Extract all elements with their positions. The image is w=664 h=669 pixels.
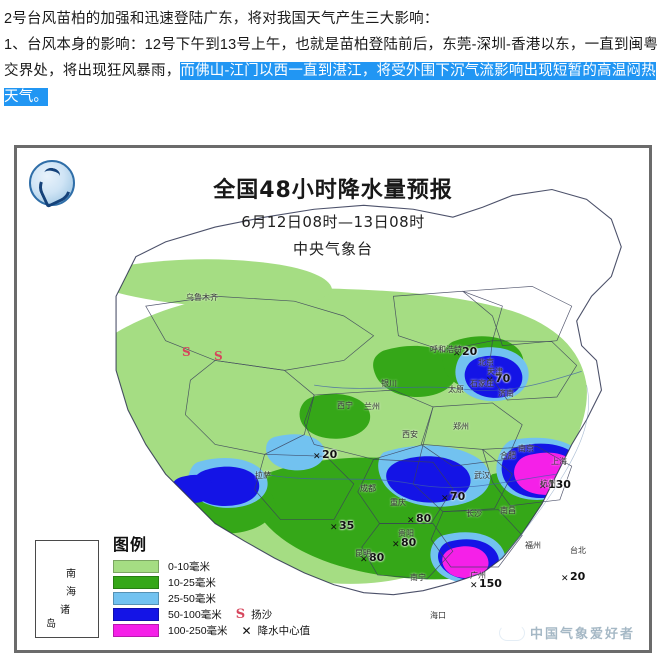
- article-line-2: 1、台风本身的影响：12号下午到13号上午，也就是苗柏登陆前后，东莞-深圳-香港…: [4, 32, 660, 110]
- city-label: 拉萨: [255, 471, 271, 480]
- precip-center-symbol: ✕: [486, 375, 494, 385]
- city-label: 长沙: [466, 509, 482, 518]
- cma-logo: [29, 160, 77, 209]
- city-label: 武汉: [474, 471, 490, 480]
- legend-row: 25-50毫米: [113, 591, 310, 606]
- precip-center-value: 130: [548, 478, 571, 491]
- city-label: 南昌: [500, 506, 516, 515]
- precip-center-value: 80: [369, 551, 385, 564]
- legend-label: 10-25毫米: [168, 577, 216, 589]
- precip-center-symbol: ✕: [470, 580, 478, 590]
- precip-center-value: 150: [479, 577, 502, 590]
- precip-center-symbol: ✕: [561, 573, 569, 583]
- legend-row: 10-25毫米: [113, 575, 310, 590]
- legend-row: 0-10毫米: [113, 559, 310, 574]
- precip-center-value: 20: [322, 448, 338, 461]
- city-label: 呼和浩特: [430, 345, 462, 354]
- precip-center-symbol: ✕: [360, 554, 368, 564]
- city-label: 南京: [518, 444, 534, 453]
- city-label: 郑州: [453, 422, 469, 431]
- cloud-icon: [498, 618, 525, 641]
- precip-center-value: 70: [450, 490, 466, 503]
- watermark: 中国气象爱好者: [498, 618, 635, 642]
- map-title-block: 全国48小时降水量预报 6月12日08时—13日08时 中央气象台: [17, 172, 649, 259]
- rivers: [264, 370, 582, 488]
- city-label: 合肥: [500, 451, 516, 460]
- south-china-sea-inset: 南 海 诸 岛: [35, 540, 99, 638]
- legend-swatch: [113, 592, 159, 605]
- city-label: 银川: [381, 379, 397, 388]
- city-label: 成都: [360, 484, 376, 493]
- city-label: 台北: [570, 546, 586, 555]
- blowing-sand-symbol: S: [214, 349, 223, 363]
- watermark-text: 中国气象爱好者: [529, 626, 635, 641]
- blowing-sand-symbol: S 扬沙: [236, 607, 272, 622]
- city-label: 上海: [551, 457, 567, 466]
- city-label: 福州: [525, 541, 541, 550]
- city-label: 昆明: [355, 549, 371, 558]
- legend-title: 图例: [113, 537, 148, 554]
- legend-label: 50-100毫米: [168, 609, 222, 621]
- precip-center-value: 80: [416, 512, 432, 525]
- coastline: [498, 385, 589, 562]
- map-subtitle: 6月12日08时—13日08时: [241, 213, 425, 231]
- precip-center-symbol: ✕: [392, 539, 400, 549]
- precip-center-value: 70: [495, 372, 511, 385]
- city-label: 北京: [478, 358, 494, 367]
- city-label: 乌鲁木齐: [186, 293, 218, 302]
- city-label: 重庆: [390, 498, 406, 507]
- legend-row: 100-250毫米 ✕ 降水中心值: [113, 623, 310, 638]
- precip-center-value: 20: [462, 345, 478, 358]
- city-label: 济南: [498, 389, 514, 398]
- city-label: 兰州: [364, 402, 380, 411]
- legend-label: 100-250毫米: [168, 625, 228, 637]
- precip-center-symbol-glyph: ✕: [241, 623, 252, 638]
- city-label: 海口: [430, 611, 446, 620]
- precip-center-symbol: ✕: [407, 515, 415, 525]
- precip-center-symbol: ✕: [313, 451, 321, 461]
- legend-row: 50-100毫米 S 扬沙: [113, 607, 310, 622]
- scs-label-4: 岛: [46, 619, 56, 630]
- map-legend: 图例 0-10毫米 10-25毫米 25-50毫米 50-100毫米 S 扬沙 100-25…: [113, 531, 310, 639]
- precip-center-symbol: ✕: [453, 348, 461, 358]
- article-text-block: 2号台风苗柏的加强和迅速登陆广东，将对我国天气产生三大影响： 1、台风本身的影响…: [0, 0, 664, 110]
- map-title: 全国48小时降水量预报: [213, 178, 453, 203]
- city-label: 西宁: [337, 401, 353, 410]
- legend-label: 25-50毫米: [168, 593, 216, 605]
- legend-rows: 0-10毫米 10-25毫米 25-50毫米 50-100毫米 S 扬沙 100-250毫米…: [113, 559, 310, 638]
- city-label: 南宁: [410, 573, 426, 582]
- city-label: 石家庄: [470, 379, 494, 388]
- blowing-sand-symbol-label: 扬沙: [251, 609, 273, 621]
- city-label: 杭州: [540, 479, 556, 488]
- scs-label-2: 海: [66, 587, 76, 598]
- precip-center-value: 80: [401, 536, 417, 549]
- legend-swatch: [113, 624, 159, 637]
- legend-label: 0-10毫米: [168, 561, 211, 573]
- precip-center-symbol: ✕: [441, 493, 449, 503]
- precip-center-value: 20: [570, 570, 586, 583]
- city-label: 西安: [402, 430, 418, 439]
- city-label: 天津: [487, 367, 503, 376]
- city-label: 广州: [470, 571, 486, 580]
- precipitation-forecast-map: 全国48小时降水量预报 6月12日08时—13日08时 中央气象台 20 ✕ 70 ✕…: [14, 145, 652, 653]
- legend-swatch: [113, 576, 159, 589]
- blowing-sand-symbol-glyph: S: [235, 607, 246, 622]
- article-line-1: 2号台风苗柏的加强和迅速登陆广东，将对我国天气产生三大影响：: [4, 11, 439, 27]
- blowing-sand-symbol: S: [182, 345, 191, 359]
- legend-swatch: [113, 560, 159, 573]
- map-svg: [17, 148, 649, 650]
- city-label: 贵阳: [398, 529, 414, 538]
- precip-center-symbol-label: 降水中心值: [257, 625, 311, 637]
- precip-center-symbol: ✕: [330, 522, 338, 532]
- city-label: 太原: [448, 385, 464, 394]
- map-canvas: [17, 148, 649, 650]
- scs-label-3: 诸: [60, 605, 70, 616]
- article-line-2-plain: 1、台风本身的影响：12号下午到13号上午，也就是苗柏登陆前后，东莞-深圳-香港…: [4, 37, 659, 79]
- scs-label-1: 南: [66, 569, 76, 580]
- precip-center-value: 35: [339, 519, 355, 532]
- precip-center-symbol: ✕: [539, 481, 547, 491]
- precip-center-symbol: ✕ 降水中心值: [242, 623, 311, 638]
- legend-swatch: [113, 608, 159, 621]
- map-issuer: 中央气象台: [292, 240, 373, 258]
